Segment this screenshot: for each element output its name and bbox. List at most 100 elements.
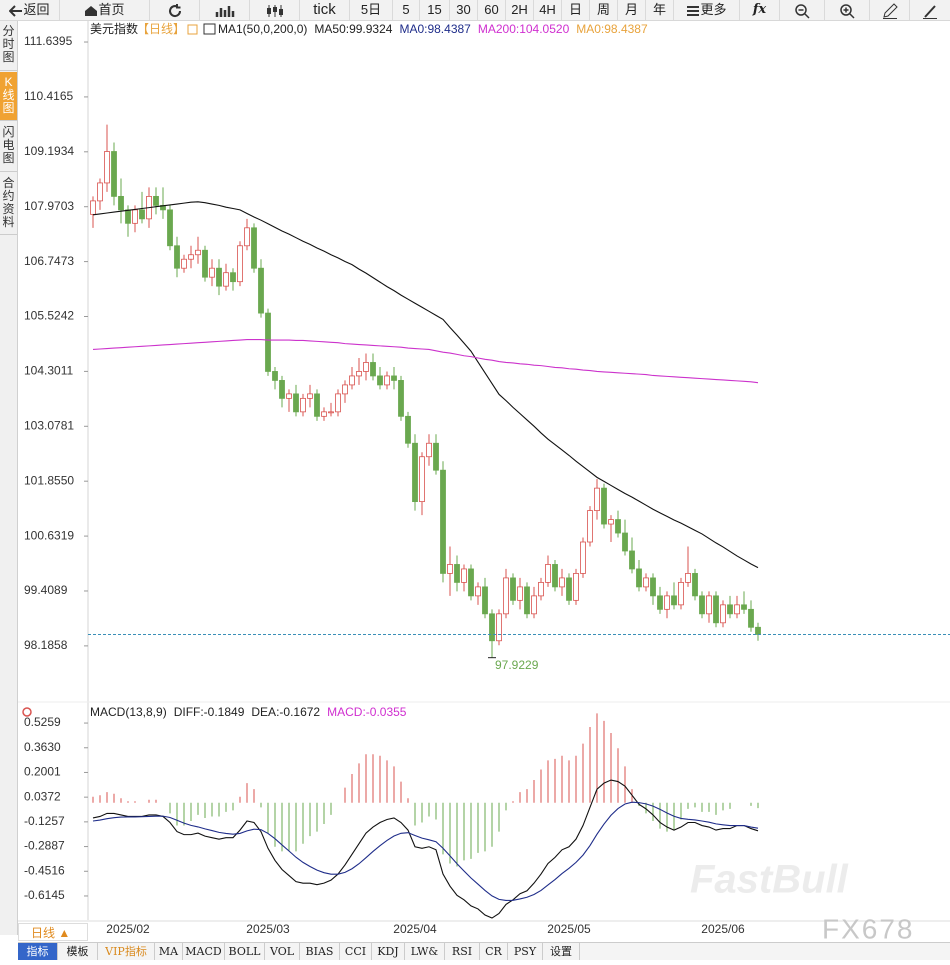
legend-item: MACD:-0.0355 — [327, 705, 407, 719]
period-button[interactable]: 15 — [420, 0, 450, 20]
period-button[interactable]: tick — [300, 0, 350, 20]
watermark: FX678 — [822, 913, 915, 944]
candle-body — [552, 564, 558, 588]
candle-body — [188, 254, 194, 260]
candle-body — [111, 151, 117, 197]
side-tab[interactable]: 闪电图 — [0, 122, 17, 172]
tab-label: 合约资料 — [2, 176, 15, 229]
erase-button[interactable] — [910, 0, 950, 20]
y-tick-label: -0.1257 — [24, 814, 65, 828]
period-button[interactable]: 2H — [506, 0, 534, 20]
side-tab[interactable]: 合约资料 — [0, 173, 17, 235]
candle-body — [216, 267, 222, 287]
chart-background — [18, 21, 950, 942]
candle-body — [342, 384, 348, 395]
candle-body — [594, 487, 600, 511]
y-tick-label: 100.6319 — [24, 528, 74, 542]
candle-body — [727, 604, 733, 615]
legend-item: MA0:98.4387 — [399, 22, 471, 36]
period-button[interactable]: 60 — [478, 0, 506, 20]
indicator-tab[interactable]: 指标 — [18, 943, 58, 960]
candle-type-button[interactable] — [250, 0, 300, 20]
y-tick-label: 103.0781 — [24, 418, 74, 432]
indicator-icon[interactable] — [203, 23, 216, 35]
legend-item: MA0:98.4387 — [576, 22, 648, 36]
candle-body — [720, 604, 726, 624]
candle-body — [468, 568, 474, 597]
zoom-out-button[interactable] — [780, 0, 825, 20]
legend-item: MA50:99.9324 — [314, 22, 392, 36]
indicator-tab[interactable]: BOLL — [225, 943, 265, 960]
sidebar: 分时图 K线图 闪电图 合约资料 — [0, 21, 18, 935]
candle-body — [90, 200, 96, 215]
candle-body — [377, 375, 383, 386]
candle-body — [370, 362, 376, 377]
candle-body — [566, 577, 572, 601]
period-button[interactable]: 5 — [393, 0, 420, 20]
side-tab[interactable]: K线图 — [0, 72, 17, 121]
candle-body — [349, 375, 355, 386]
draw-button[interactable] — [870, 0, 910, 20]
candle-body — [265, 312, 271, 372]
candle-body — [643, 577, 649, 588]
indicator-tab[interactable]: VOL — [265, 943, 300, 960]
zoom-in-button[interactable] — [825, 0, 870, 20]
candle-body — [104, 151, 110, 184]
y-tick-label: 105.5242 — [24, 309, 74, 323]
candle-body — [545, 564, 551, 583]
home-button[interactable]: 首页 — [60, 0, 150, 20]
period-selector[interactable]: 日线 ▲ — [18, 923, 88, 941]
y-tick-label: 99.4089 — [24, 583, 68, 597]
y-tick-label: 106.7473 — [24, 254, 74, 268]
candle-body — [678, 582, 684, 606]
side-tab[interactable]: 分时图 — [0, 21, 17, 71]
x-tick-label: 2025/03 — [246, 922, 290, 936]
candle-body — [650, 577, 656, 597]
candle-body — [636, 568, 642, 588]
period-button[interactable]: 30 — [450, 0, 478, 20]
candle-body — [132, 209, 138, 224]
indicator-tab[interactable]: VIP指标 — [98, 943, 155, 960]
candle-body — [286, 393, 292, 399]
period-button[interactable]: 4H — [534, 0, 562, 20]
indicator-tab[interactable]: CCI — [340, 943, 372, 960]
candle-body — [622, 532, 628, 552]
period-button[interactable]: 5日 — [350, 0, 393, 20]
settings-icon[interactable] — [187, 24, 198, 35]
formula-button[interactable]: fx — [740, 0, 780, 20]
legend-item: MACD(13,8,9) — [90, 705, 167, 719]
indicator-tab[interactable]: PSY — [508, 943, 543, 960]
candle-body — [475, 586, 481, 597]
macd-settings-icon[interactable] — [22, 707, 32, 717]
y-tick-label: 0.3630 — [24, 740, 61, 754]
refresh-button[interactable] — [150, 0, 200, 20]
y-tick-label: 104.3011 — [24, 364, 73, 378]
tab-label: K线图 — [2, 75, 15, 115]
chart-type-button[interactable] — [200, 0, 250, 20]
indicator-tab[interactable]: 设置 — [543, 943, 580, 960]
candle-body — [125, 209, 131, 224]
candle-body — [272, 371, 278, 381]
back-button[interactable]: 返回 — [0, 0, 60, 20]
indicator-tab[interactable]: MACD — [183, 943, 225, 960]
candle-body — [300, 397, 306, 413]
period-button[interactable]: 年 — [646, 0, 674, 20]
period-button[interactable]: 周 — [590, 0, 618, 20]
indicator-tab[interactable]: 模板 — [58, 943, 98, 960]
candle-body — [279, 380, 285, 399]
more-button[interactable]: 更多 — [674, 0, 740, 20]
period-button[interactable]: 日 — [562, 0, 590, 20]
period-button[interactable]: 月 — [618, 0, 646, 20]
indicator-tab[interactable]: BIAS — [300, 943, 340, 960]
candle-body — [195, 249, 201, 256]
indicator-tab[interactable]: KDJ — [372, 943, 405, 960]
indicator-tab[interactable]: CR — [480, 943, 508, 960]
indicator-tab[interactable]: RSI — [445, 943, 480, 960]
button-label: 首页 — [98, 2, 125, 17]
indicator-tab[interactable]: LW& — [405, 943, 445, 960]
candle-body — [174, 245, 180, 269]
candle-body — [741, 604, 747, 610]
candle-body — [531, 595, 537, 615]
candle-body — [251, 227, 257, 269]
indicator-tab[interactable]: MA — [155, 943, 183, 960]
